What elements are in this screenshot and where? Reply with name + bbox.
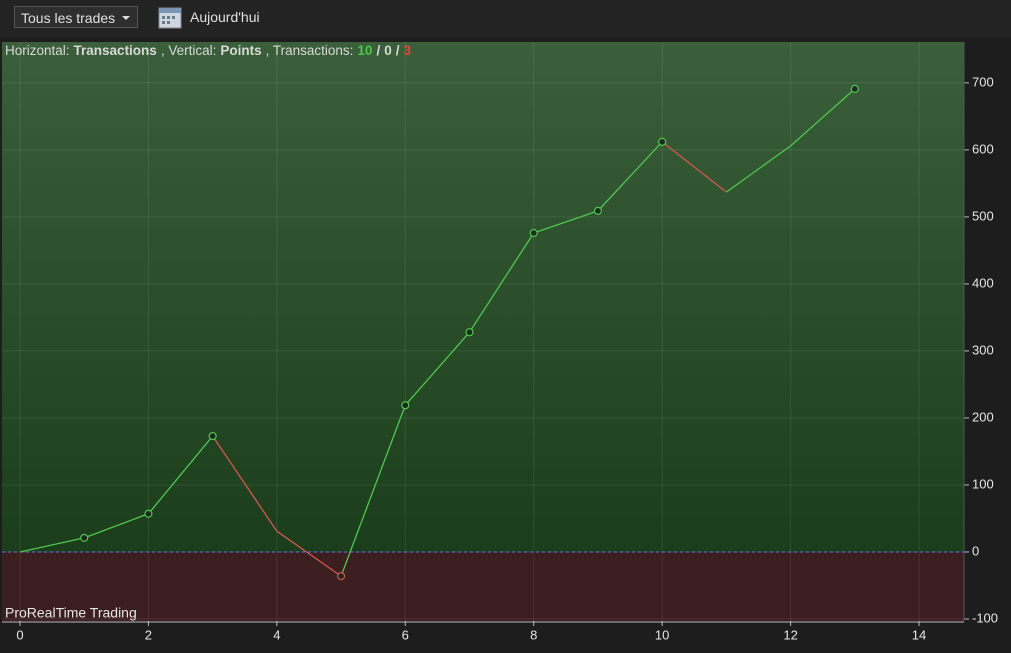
y-tick-label: 200 bbox=[972, 409, 994, 424]
toolbar: Tous les trades Aujourd'hui bbox=[0, 0, 1011, 38]
line-segment bbox=[533, 210, 599, 234]
date-button[interactable]: Aujourd'hui bbox=[190, 9, 260, 25]
caption-text: , Vertical: bbox=[160, 43, 217, 58]
caption-text: Points bbox=[220, 43, 262, 58]
point-marker bbox=[144, 509, 153, 518]
line-segment bbox=[19, 537, 85, 553]
x-tick-label: 0 bbox=[16, 627, 23, 642]
y-tick-label: 500 bbox=[972, 208, 994, 223]
caption-text: Transactions bbox=[73, 43, 157, 58]
y-tick-label: 100 bbox=[972, 476, 994, 491]
positive-area bbox=[2, 42, 964, 552]
line-segment bbox=[212, 435, 278, 532]
point-marker bbox=[401, 401, 410, 410]
point-marker bbox=[658, 137, 667, 146]
caption-text: / bbox=[395, 43, 400, 58]
line-segment bbox=[83, 513, 149, 539]
line-segment bbox=[147, 435, 214, 515]
y-tick-label: 700 bbox=[972, 74, 994, 89]
line-segment bbox=[726, 145, 791, 193]
x-tick-label: 14 bbox=[912, 627, 926, 642]
losses-count: 3 bbox=[403, 43, 411, 58]
watermark: ProRealTime Trading bbox=[5, 605, 137, 621]
point-marker bbox=[465, 328, 474, 337]
y-tick-label: 300 bbox=[972, 342, 994, 357]
caption-text: / bbox=[376, 43, 381, 58]
point-marker bbox=[850, 84, 859, 94]
calendar-icon[interactable] bbox=[157, 5, 183, 31]
y-tick-label: 0 bbox=[972, 543, 979, 558]
line-segment bbox=[340, 404, 406, 577]
negative-area bbox=[2, 551, 964, 621]
caption-text: Horizontal: bbox=[5, 43, 70, 58]
line-segment bbox=[597, 141, 663, 212]
point-marker bbox=[80, 533, 89, 543]
line-segment bbox=[404, 331, 471, 406]
y-tick-label: -100 bbox=[972, 610, 998, 625]
x-tick-label: 10 bbox=[655, 627, 669, 642]
line-segment bbox=[790, 88, 856, 147]
y-tick-label: 600 bbox=[972, 141, 994, 156]
x-tick-label: 4 bbox=[273, 627, 280, 642]
wins-count: 10 bbox=[357, 43, 373, 58]
x-tick-label: 2 bbox=[145, 627, 152, 642]
line-segment bbox=[661, 141, 727, 193]
x-tick-label: 6 bbox=[402, 627, 409, 642]
caption-text: , Transactions: bbox=[265, 43, 354, 58]
neutral-count: 0 bbox=[384, 43, 392, 58]
line-segment bbox=[276, 530, 342, 577]
y-tick-label: 400 bbox=[972, 275, 994, 290]
point-marker bbox=[593, 206, 603, 215]
point-marker bbox=[336, 572, 346, 581]
point-marker bbox=[208, 431, 217, 441]
filter-dropdown[interactable]: Tous les trades bbox=[14, 6, 139, 28]
point-marker bbox=[529, 228, 538, 238]
x-tick-label: 8 bbox=[530, 627, 537, 642]
caption: Horizontal: Transactions, Vertical: Points… bbox=[5, 43, 415, 58]
line-segment bbox=[468, 232, 535, 333]
x-tick-label: 12 bbox=[783, 627, 797, 642]
